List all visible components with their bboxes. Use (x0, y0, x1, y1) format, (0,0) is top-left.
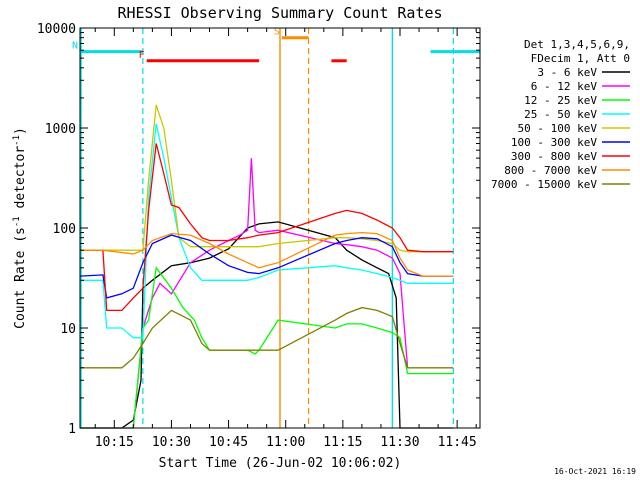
series-line-1 (80, 158, 409, 429)
legend-label-3: 25 - 50 keV (524, 108, 597, 121)
series-layer (79, 104, 454, 429)
series-line-7 (80, 231, 454, 277)
flag-n-label: N (72, 41, 78, 52)
series-line-8 (80, 306, 454, 369)
x-tick-label-6: 11:45 (438, 435, 477, 450)
legend-label-4: 50 - 100 keV (518, 122, 598, 135)
timestamp: 16-Oct-2021 16:19 (554, 467, 636, 476)
y-tick-label-2: 100 (53, 222, 76, 237)
x-axis-label: Start Time (26-Jun-02 10:06:02) (159, 456, 402, 471)
legend-label-8: 7000 - 15000 keV (491, 178, 597, 191)
flags-layer: N F S (72, 27, 480, 63)
y-tick-label-0: 1 (68, 422, 76, 437)
x-tick-label-3: 11:00 (266, 435, 305, 450)
x-tick-label-5: 11:30 (380, 435, 419, 450)
y-tick-label-1: 10 (60, 322, 76, 337)
y-axis-label: Count Rate (s-1 detector-1) (12, 127, 28, 329)
series-line-6 (80, 143, 454, 312)
x-tick-label-4: 11:15 (323, 435, 362, 450)
legend-label-0: 3 - 6 keV (537, 66, 597, 79)
flag-s-label: S (274, 27, 280, 38)
legend-label-1: 6 - 12 keV (531, 80, 598, 93)
y-tick-label-3: 1000 (45, 122, 76, 137)
night-lines-layer (80, 28, 454, 428)
legend-header-0: Det 1,3,4,5,6,9, (524, 38, 630, 51)
legend-label-7: 800 - 7000 keV (504, 164, 597, 177)
legend: Det 1,3,4,5,6,9,FDecim 1, Att 03 - 6 keV… (491, 38, 630, 191)
series-line-4 (80, 104, 454, 253)
legend-label-5: 100 - 300 keV (511, 136, 597, 149)
axes-layer: 1 10 100 1000 10000 10:15 10:30 10:45 11:00 11:15… (37, 22, 481, 450)
legend-label-2: 12 - 25 keV (524, 94, 597, 107)
series-line-5 (79, 234, 454, 299)
legend-label-6: 300 - 800 keV (511, 150, 597, 163)
x-tick-label-0: 10:15 (95, 435, 134, 450)
x-tick-label-2: 10:45 (209, 435, 248, 450)
y-tick-label-4: 10000 (37, 22, 76, 37)
series-line-3 (80, 123, 454, 339)
flag-f-label: F (139, 50, 145, 61)
legend-header-1: FDecim 1, Att 0 (531, 52, 630, 65)
x-tick-label-1: 10:30 (152, 435, 191, 450)
chart-title: RHESSI Observing Summary Count Rates (117, 4, 442, 22)
